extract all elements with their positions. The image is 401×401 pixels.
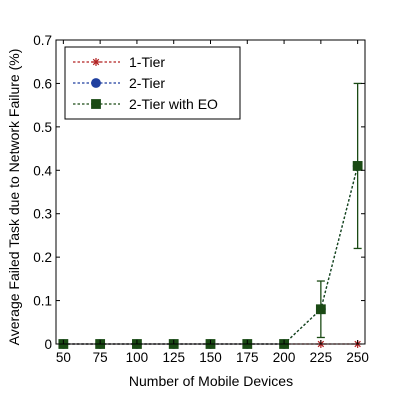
y-tick-label-0.7: 0.7 [33, 33, 52, 48]
x-tick-label-150: 150 [199, 350, 222, 365]
series-line-2-tier-with-eo [63, 165, 359, 345]
y-tick-label-0.5: 0.5 [33, 120, 52, 135]
point-2-tier-with-eo-225 [315, 304, 326, 315]
legend-label-2-tier: 2-Tier [129, 75, 165, 91]
legend-marker-1-tier [92, 58, 100, 66]
y-axis-label: Average Failed Task due to Network Failu… [6, 49, 22, 346]
x-tick-label-200: 200 [273, 350, 296, 365]
x-tick-label-225: 225 [310, 350, 333, 365]
y-tick-label-0.3: 0.3 [33, 207, 52, 222]
x-axis-label: Number of Mobile Devices [129, 373, 293, 389]
legend-marker-2-tier-with-eo [91, 99, 101, 109]
point-2-tier-with-eo-250 [352, 161, 363, 171]
x-tick-label-250: 250 [346, 350, 369, 365]
legend-label-1-tier: 1-Tier [129, 54, 165, 70]
x-tick-label-50: 50 [56, 350, 71, 365]
x-tick-label-175: 175 [236, 350, 259, 365]
y-tick-label-0: 0 [44, 337, 52, 352]
legend-marker-2-tier [91, 78, 101, 88]
x-tick-label-125: 125 [162, 350, 185, 365]
x-tick-label-100: 100 [126, 350, 149, 365]
y-tick-label-0.2: 0.2 [33, 250, 52, 265]
y-tick-label-0.4: 0.4 [33, 163, 52, 178]
y-tick-label-0.1: 0.1 [33, 294, 52, 309]
x-tick-label-75: 75 [93, 350, 108, 365]
y-tick-label-0.6: 0.6 [33, 76, 52, 91]
legend-marker-1-tier-stroke-3 [92, 58, 100, 66]
legend-label-2-tier-with-eo: 2-Tier with EO [129, 96, 218, 112]
